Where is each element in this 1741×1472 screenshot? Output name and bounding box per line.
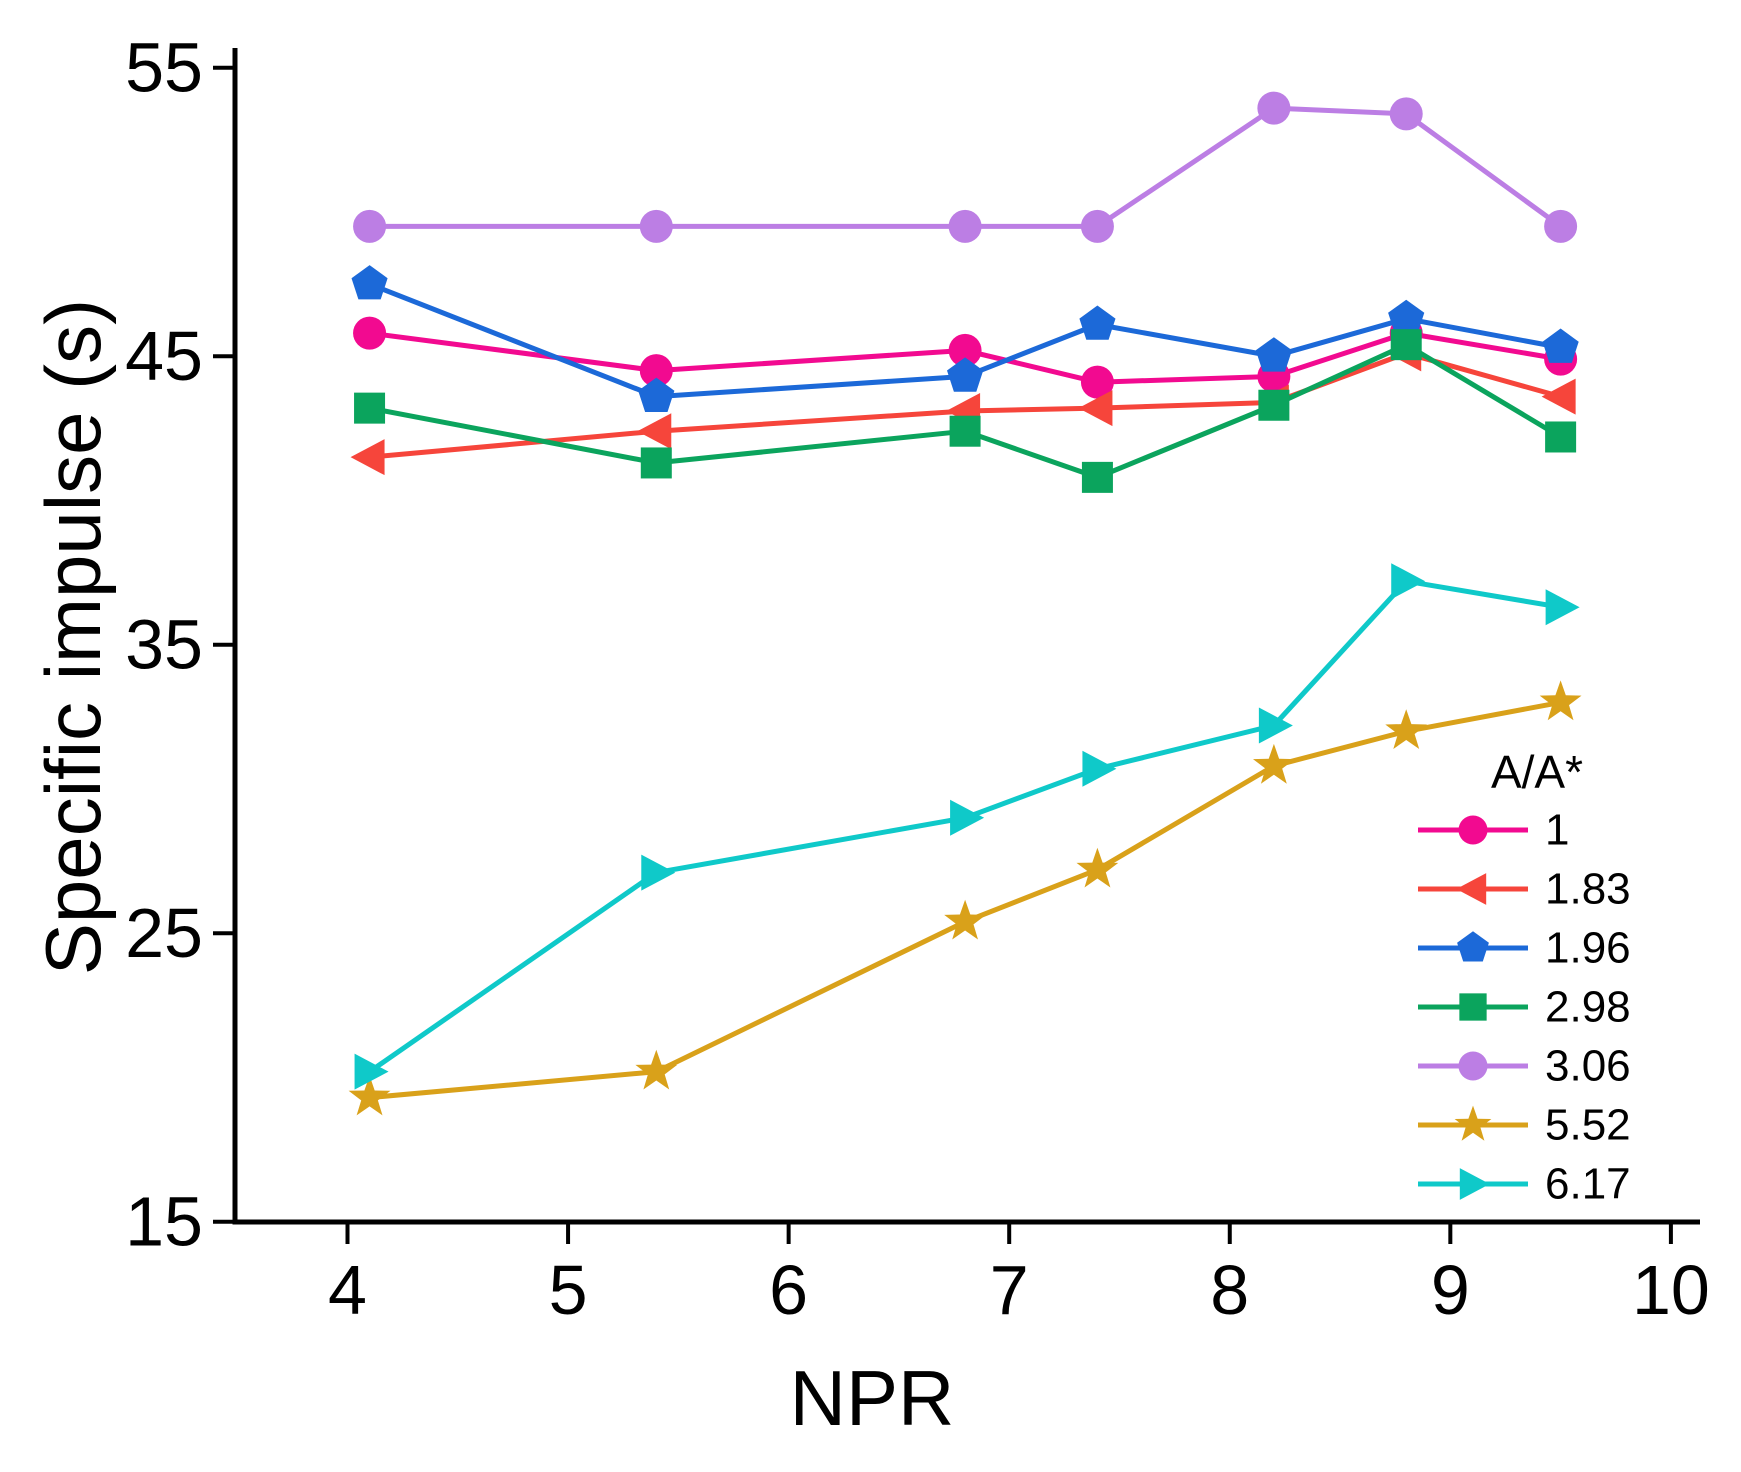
pentagon-marker xyxy=(1542,328,1579,363)
series-3.06 xyxy=(353,91,1578,243)
triangle-right-marker xyxy=(354,1053,389,1090)
square-marker xyxy=(1545,421,1577,453)
legend-label: 5.52 xyxy=(1545,1101,1631,1150)
star-marker xyxy=(1253,743,1295,784)
x-tick-label: 10 xyxy=(1632,1251,1710,1329)
circle-marker xyxy=(1080,365,1114,399)
legend: A/A* 1 1.83 1.96 2.98 3.06 5.52 6.17 xyxy=(1418,746,1631,1209)
x-tick-label: 5 xyxy=(549,1251,588,1329)
legend-label: 2.98 xyxy=(1545,983,1631,1032)
legend-entry-6.17: 6.17 xyxy=(1418,1160,1631,1209)
series-6.17 xyxy=(354,563,1580,1090)
series-line xyxy=(369,105,1563,229)
triangle-left-marker xyxy=(1078,390,1113,427)
legend-entry-1.96: 1.96 xyxy=(1418,924,1631,973)
star-marker xyxy=(1076,847,1119,888)
pentagon-marker xyxy=(947,357,984,392)
series-2.98 xyxy=(354,329,1577,493)
pentagon-marker xyxy=(1388,299,1425,335)
circle-marker xyxy=(1080,209,1114,243)
circle-marker xyxy=(1389,97,1423,131)
x-tick-label: 8 xyxy=(1210,1251,1249,1329)
x-tick-label: 4 xyxy=(328,1251,367,1329)
legend-entry-3.06: 3.06 xyxy=(1418,1042,1631,1091)
star-marker xyxy=(944,899,986,940)
legend-label: 3.06 xyxy=(1545,1042,1631,1091)
square-marker xyxy=(1459,993,1487,1021)
legend-title: A/A* xyxy=(1491,746,1583,798)
pentagon-marker xyxy=(351,265,388,300)
x-tick-label: 9 xyxy=(1431,1251,1470,1329)
series-1.96 xyxy=(351,265,1579,412)
legend-entry-1.83: 1.83 xyxy=(1418,865,1631,914)
y-tick-label: 35 xyxy=(125,606,203,684)
x-axis-title: NPR xyxy=(790,1354,955,1442)
triangle-right-marker xyxy=(1258,707,1293,744)
circle-marker xyxy=(1257,91,1291,125)
pentagon-marker xyxy=(1457,931,1489,962)
circle-marker xyxy=(1544,209,1578,243)
circle-marker xyxy=(1458,815,1488,845)
circle-marker xyxy=(639,209,673,243)
series-5.52 xyxy=(348,680,1582,1116)
x-tick-label: 6 xyxy=(769,1251,808,1329)
y-tick-label: 45 xyxy=(125,317,203,395)
star-marker xyxy=(348,1075,391,1116)
square-marker xyxy=(1081,461,1113,493)
circle-marker xyxy=(948,209,982,243)
circle-marker xyxy=(353,316,387,350)
y-tick-label: 15 xyxy=(125,1183,203,1261)
triangle-left-marker xyxy=(1541,378,1576,415)
legend-label: 1 xyxy=(1545,806,1569,855)
triangle-left-marker xyxy=(350,439,385,476)
triangle-right-marker xyxy=(641,854,676,891)
square-marker xyxy=(354,392,386,424)
legend-label: 1.96 xyxy=(1545,924,1631,973)
triangle-right-marker xyxy=(1082,750,1117,787)
circle-marker xyxy=(948,333,982,367)
square-marker xyxy=(1390,329,1422,361)
star-marker xyxy=(1385,709,1428,749)
legend-entry-1: 1 xyxy=(1418,806,1569,855)
y-tick-label: 25 xyxy=(125,894,203,972)
triangle-right-marker xyxy=(950,799,985,836)
legend-entry-2.98: 2.98 xyxy=(1418,983,1631,1032)
legend-label: 6.17 xyxy=(1545,1160,1631,1209)
square-marker xyxy=(640,447,672,479)
pentagon-marker xyxy=(1079,305,1116,340)
y-tick-label: 55 xyxy=(125,29,203,107)
legend-entry-5.52: 5.52 xyxy=(1418,1101,1631,1150)
x-tick-label: 7 xyxy=(990,1251,1029,1329)
y-axis-title: Specific impulse (s) xyxy=(29,299,117,975)
circle-marker xyxy=(639,354,673,388)
star-marker xyxy=(1539,680,1582,721)
circle-marker xyxy=(353,209,387,243)
square-marker xyxy=(1258,389,1290,421)
triangle-left-marker xyxy=(1456,873,1487,905)
pentagon-marker xyxy=(1255,337,1292,372)
triangle-right-marker xyxy=(1545,589,1580,626)
triangle-left-marker xyxy=(637,413,672,450)
triangle-right-marker xyxy=(1391,563,1426,600)
star-marker xyxy=(1454,1105,1492,1141)
triangle-right-marker xyxy=(1459,1168,1490,1200)
legend-label: 1.83 xyxy=(1545,865,1631,914)
star-marker xyxy=(635,1049,678,1090)
square-marker xyxy=(949,415,981,447)
circle-marker xyxy=(1458,1051,1488,1081)
pentagon-marker xyxy=(638,377,675,412)
